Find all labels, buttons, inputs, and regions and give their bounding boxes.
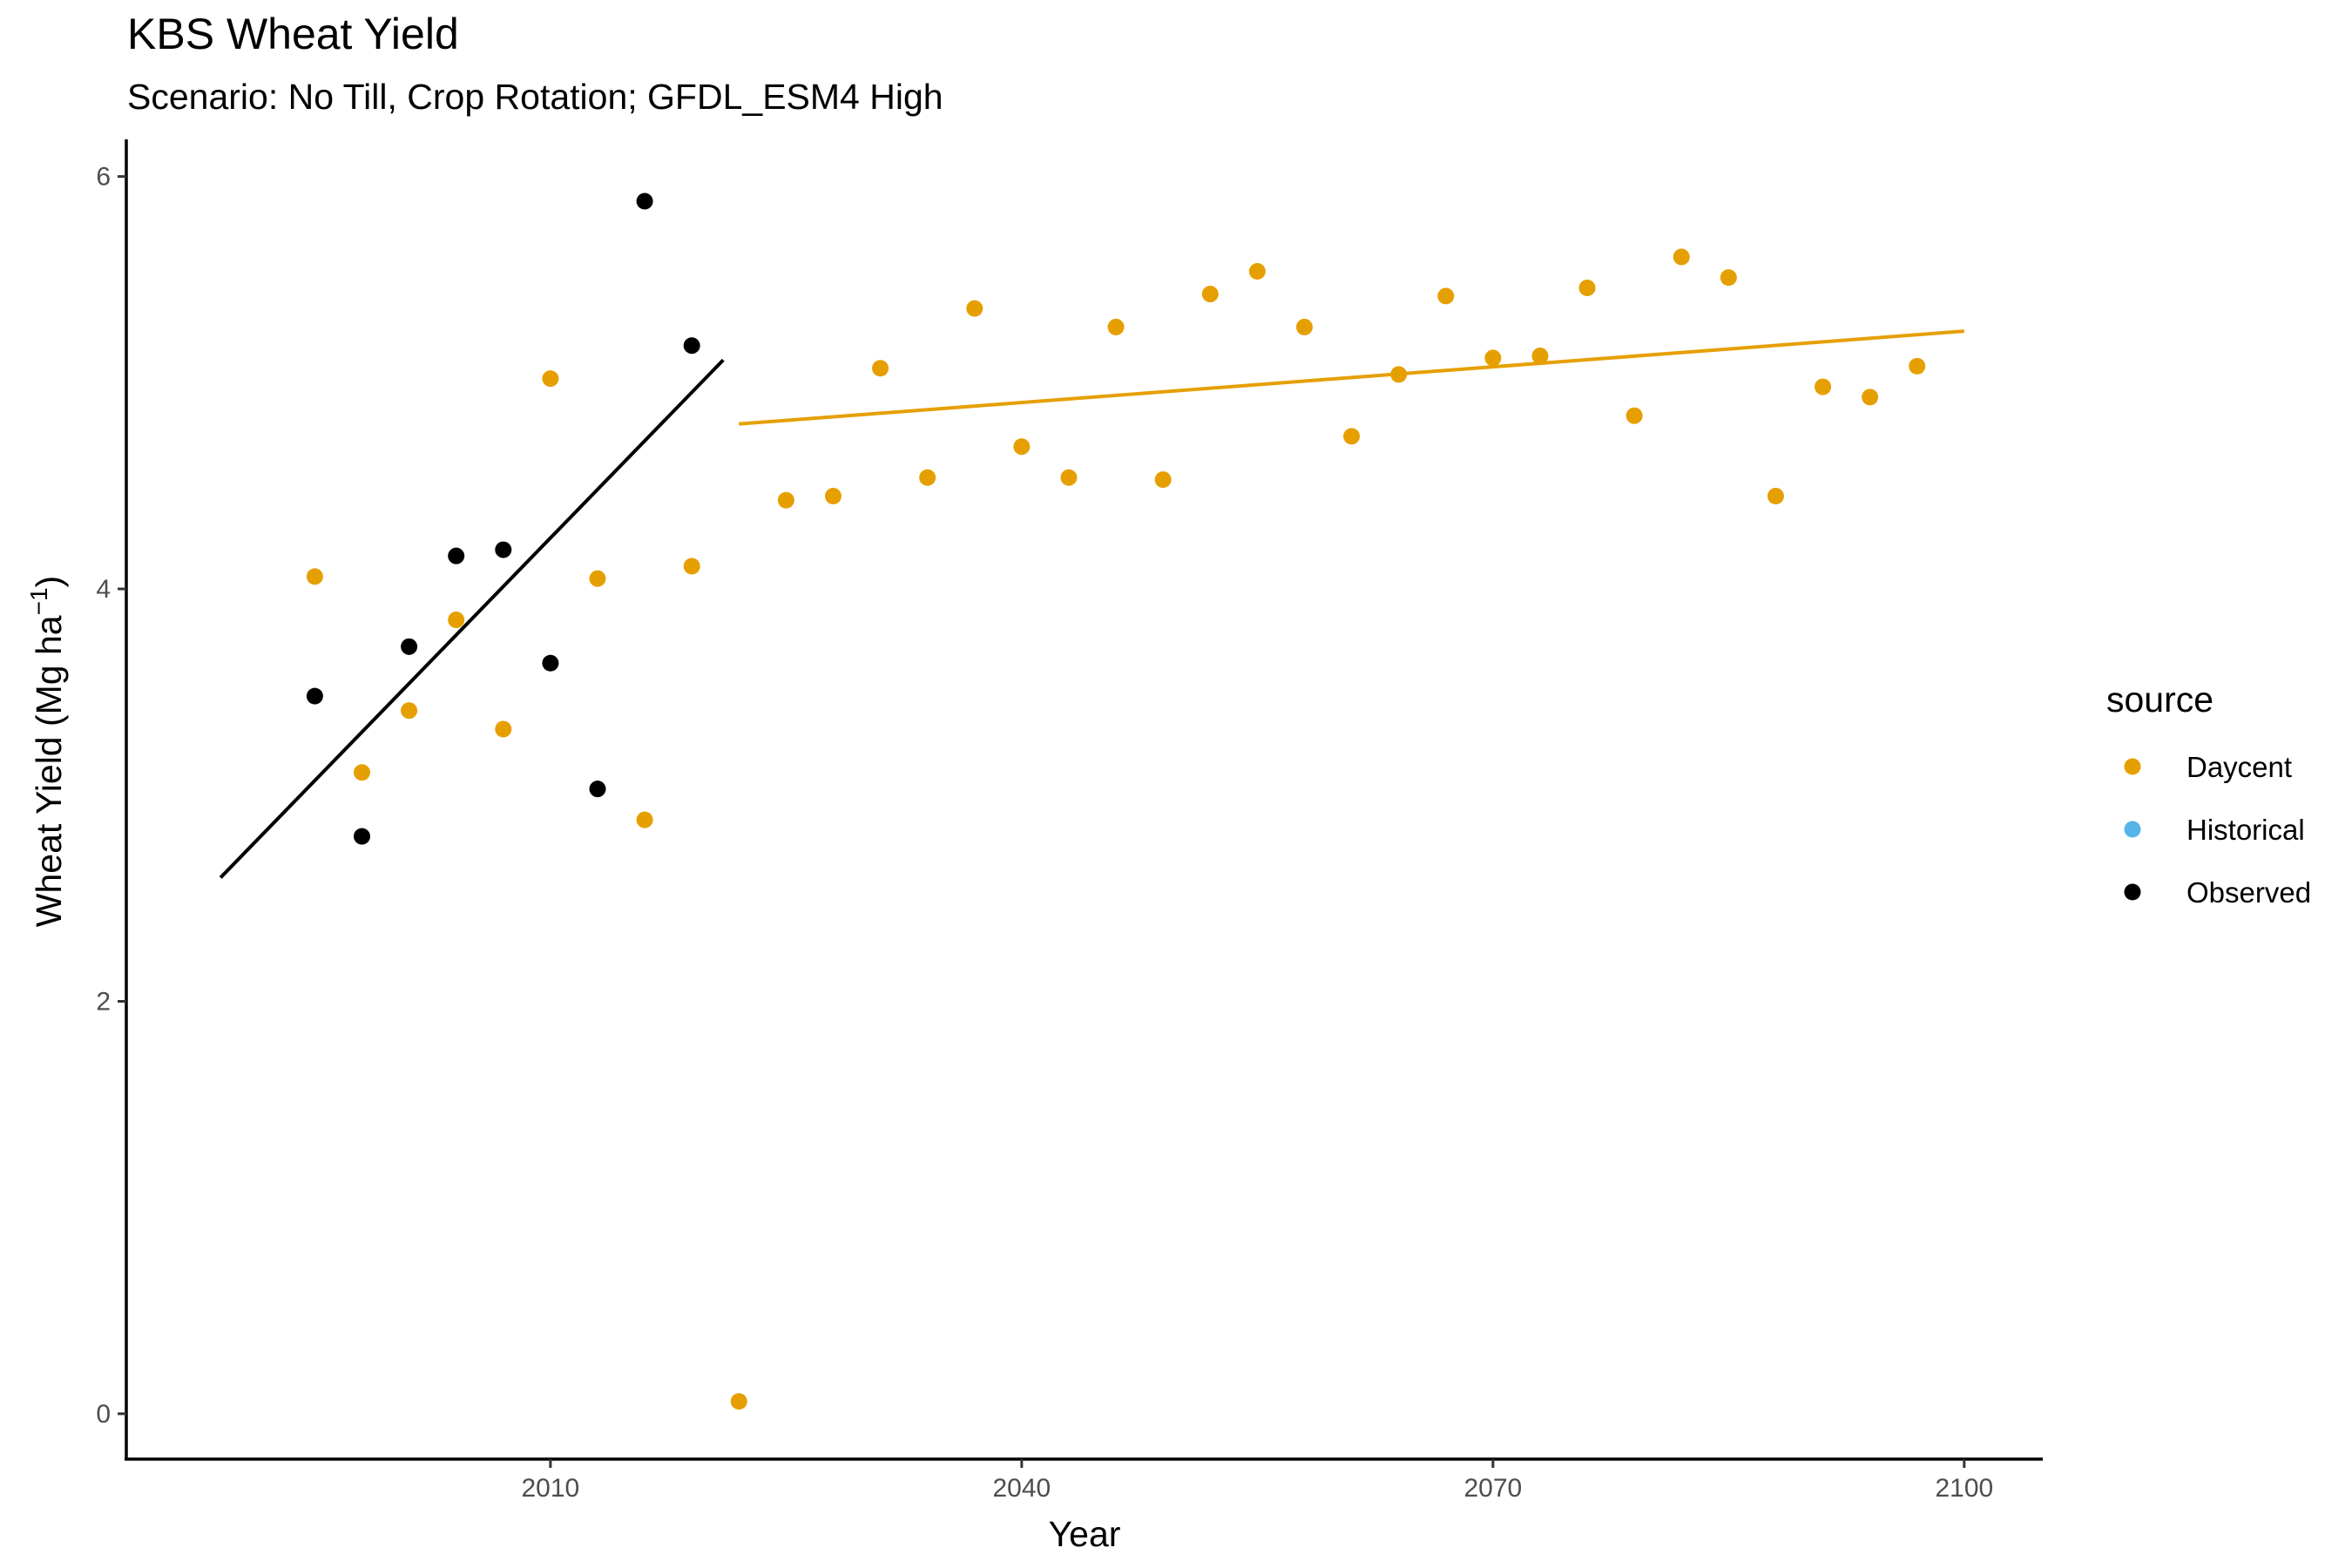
data-point-daycent bbox=[1578, 279, 1596, 296]
data-point-daycent bbox=[1343, 428, 1361, 445]
x-tick-label: 2010 bbox=[522, 1474, 580, 1503]
data-point-daycent bbox=[1201, 286, 1219, 303]
data-point-daycent bbox=[777, 491, 794, 509]
data-point-daycent bbox=[919, 469, 936, 486]
data-point-daycent bbox=[1484, 349, 1502, 367]
x-axis-title: Year bbox=[1049, 1514, 1121, 1554]
data-point-daycent bbox=[1673, 248, 1690, 266]
data-point-daycent bbox=[1625, 407, 1643, 424]
data-point-daycent bbox=[495, 720, 512, 738]
data-point-daycent bbox=[1909, 357, 1926, 375]
data-point-daycent bbox=[401, 702, 418, 720]
data-point-observed bbox=[542, 654, 559, 672]
data-point-observed bbox=[495, 541, 512, 558]
y-tick-label: 2 bbox=[96, 987, 111, 1016]
legend-key-observed bbox=[2124, 883, 2141, 901]
trend-line-daycent bbox=[739, 329, 1964, 426]
legend-label-observed: Observed bbox=[2186, 876, 2311, 909]
data-point-daycent bbox=[1107, 318, 1125, 335]
legend-key-historical bbox=[2124, 821, 2141, 838]
data-point-observed bbox=[353, 828, 370, 845]
data-point-observed bbox=[636, 193, 653, 210]
data-point-daycent bbox=[1531, 348, 1549, 365]
data-point-observed bbox=[448, 547, 465, 564]
y-axis-title-main: Wheat Yield (Mg ha bbox=[29, 615, 69, 927]
legend-label-historical: Historical bbox=[2186, 814, 2305, 846]
x-tick-label: 2040 bbox=[992, 1474, 1051, 1503]
trend-line-observed bbox=[219, 358, 725, 879]
x-tick-label: 2100 bbox=[1935, 1474, 1993, 1503]
data-points bbox=[306, 193, 1926, 1410]
legend: source Daycent Historical Observed bbox=[2106, 679, 2311, 909]
data-point-observed bbox=[683, 337, 700, 355]
data-point-daycent bbox=[589, 570, 606, 587]
data-point-daycent bbox=[683, 558, 700, 575]
y-axis-title-superscript: −1 bbox=[25, 587, 52, 615]
x-tick-label: 2070 bbox=[1463, 1474, 1522, 1503]
chart-subtitle: Scenario: No Till, Crop Rotation; GFDL_E… bbox=[127, 77, 943, 117]
data-point-daycent bbox=[966, 300, 983, 317]
y-tick-label: 6 bbox=[96, 163, 111, 192]
legend-title: source bbox=[2106, 679, 2213, 720]
data-point-daycent bbox=[1437, 287, 1455, 305]
data-point-daycent bbox=[1390, 366, 1408, 383]
data-point-daycent bbox=[1013, 438, 1031, 456]
data-point-daycent bbox=[730, 1393, 747, 1410]
y-axis-title: Wheat Yield (Mg ha−1) bbox=[25, 576, 69, 927]
data-point-daycent bbox=[636, 811, 653, 828]
legend-label-daycent: Daycent bbox=[2186, 751, 2292, 783]
data-point-daycent bbox=[1154, 471, 1172, 489]
data-point-daycent bbox=[1060, 469, 1078, 486]
data-point-daycent bbox=[1720, 269, 1737, 287]
chart-title: KBS Wheat Yield bbox=[127, 10, 459, 58]
data-point-daycent bbox=[542, 370, 559, 388]
data-point-daycent bbox=[306, 568, 323, 585]
data-point-daycent bbox=[1767, 488, 1784, 505]
y-tick-label: 0 bbox=[96, 1400, 111, 1429]
y-tick-label: 4 bbox=[96, 575, 111, 604]
y-axis-title-suffix: ) bbox=[29, 576, 69, 588]
data-point-observed bbox=[306, 687, 323, 705]
axes: 0 2 4 6 2010 2040 2070 2100 Year Wheat Yield (Mg … bbox=[25, 139, 2043, 1554]
data-point-observed bbox=[589, 781, 606, 798]
data-point-daycent bbox=[1248, 263, 1266, 280]
data-point-daycent bbox=[872, 360, 889, 377]
trend-lines bbox=[219, 329, 1964, 879]
data-point-daycent bbox=[1862, 389, 1879, 406]
data-point-daycent bbox=[448, 612, 465, 629]
data-point-daycent bbox=[1295, 318, 1313, 335]
data-point-observed bbox=[401, 638, 418, 655]
legend-key-daycent bbox=[2124, 758, 2141, 775]
data-point-daycent bbox=[353, 764, 370, 781]
data-point-daycent bbox=[1815, 378, 1832, 395]
data-point-daycent bbox=[824, 488, 841, 505]
